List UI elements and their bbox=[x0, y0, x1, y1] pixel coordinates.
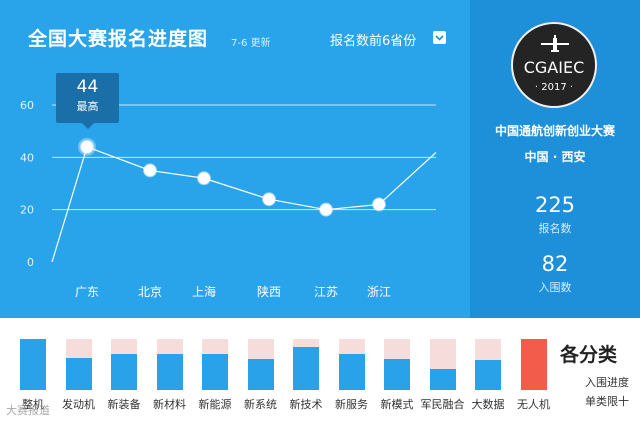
tooltip-value: 44 bbox=[76, 77, 99, 97]
category-progress-bar bbox=[65, 339, 92, 390]
category-label: 新服务 bbox=[335, 398, 368, 411]
category-label: 无人机 bbox=[517, 398, 550, 411]
category-progress-bar bbox=[429, 339, 456, 390]
category-progress-fill bbox=[156, 354, 183, 390]
category-progress-bar bbox=[202, 339, 228, 390]
category-label: 新装备 bbox=[107, 398, 141, 411]
category-progress-bar bbox=[247, 339, 274, 390]
logo-year: · 2017 · bbox=[534, 82, 574, 93]
shortlist-count: 82 bbox=[541, 252, 569, 276]
chevron-down-icon[interactable] bbox=[433, 31, 446, 44]
category-progress-fill bbox=[247, 359, 274, 390]
x-tick-label: 陕西 bbox=[257, 284, 281, 299]
tooltip-pointer bbox=[82, 123, 94, 129]
peak-tooltip: 44 最高 bbox=[56, 73, 119, 123]
series-line bbox=[51, 146, 437, 263]
logo-text: CGAIEC bbox=[523, 58, 585, 77]
category-progress-fill bbox=[475, 360, 501, 390]
update-note: 7-6 更新 bbox=[231, 38, 271, 49]
category-progress-bar bbox=[475, 339, 501, 390]
category-progress-fill bbox=[429, 368, 456, 390]
data-point bbox=[372, 197, 386, 212]
line-chart: 0 20 40 60 广东 北京 上海 陕西 江苏 浙江 bbox=[20, 99, 437, 299]
category-progress-fill bbox=[384, 359, 410, 390]
data-point bbox=[143, 163, 157, 178]
category-progress-bar bbox=[520, 339, 547, 390]
event-location: 中国 · 西安 bbox=[524, 150, 586, 164]
registration-label: 报名数 bbox=[538, 222, 572, 235]
category-label: 新技术 bbox=[289, 398, 323, 411]
province-dropdown[interactable]: 报名数前6省份 bbox=[330, 34, 417, 49]
category-title: 各分类 bbox=[560, 344, 618, 366]
category-progress-fill bbox=[293, 346, 319, 390]
data-point bbox=[262, 192, 276, 207]
x-tick-label: 江苏 bbox=[314, 285, 338, 299]
tooltip-label: 最高 bbox=[76, 100, 99, 113]
category-progress-bar bbox=[111, 339, 137, 390]
event-name: 中国通航创新创业大赛 bbox=[494, 124, 615, 138]
page-title: 全国大赛报名进度图 bbox=[28, 28, 209, 50]
x-tick-label: 广东 bbox=[75, 285, 99, 299]
category-subtitle-limit: 单类限十 bbox=[585, 395, 629, 408]
category-progress-fill bbox=[65, 358, 92, 390]
category-label: 军民融合 bbox=[420, 398, 465, 411]
data-point bbox=[319, 202, 333, 217]
registration-count: 225 bbox=[534, 193, 576, 217]
category-subtitle-progress: 入围进度 bbox=[585, 376, 629, 389]
x-tick-label: 上海 bbox=[192, 284, 216, 299]
category-progress-bar bbox=[20, 339, 46, 390]
data-point bbox=[80, 139, 94, 154]
category-label: 新材料 bbox=[153, 398, 186, 411]
category-label: 新系统 bbox=[244, 398, 277, 411]
category-label: 大数据 bbox=[471, 398, 505, 411]
x-tick-label: 北京 bbox=[138, 285, 162, 299]
chart-panel bbox=[0, 0, 470, 318]
category-progress-bar bbox=[338, 339, 365, 390]
category-progress-fill bbox=[202, 354, 228, 390]
airplane-icon bbox=[541, 35, 569, 52]
y-tick-label: 20 bbox=[20, 204, 34, 217]
category-progress-fill bbox=[111, 354, 137, 390]
shortlist-label: 入围数 bbox=[538, 281, 572, 294]
category-progress-bar bbox=[156, 339, 183, 390]
x-tick-label: 浙江 bbox=[367, 285, 391, 299]
category-progress-fill bbox=[520, 339, 547, 390]
category-progress-bar bbox=[384, 339, 410, 390]
category-label: 新模式 bbox=[380, 398, 414, 411]
y-tick-label: 40 bbox=[20, 151, 34, 164]
cgaiec-logo: CGAIEC · 2017 · bbox=[511, 22, 597, 108]
category-progress-bar bbox=[293, 339, 319, 390]
category-label: 新能源 bbox=[198, 398, 232, 411]
category-label: 整机 bbox=[22, 398, 44, 411]
watermark: 大赛报道 bbox=[6, 404, 50, 417]
y-tick-label: 0 bbox=[27, 256, 34, 269]
data-point bbox=[197, 171, 211, 186]
category-progress-fill bbox=[338, 354, 365, 390]
y-tick-label: 60 bbox=[20, 99, 34, 112]
category-label: 发动机 bbox=[62, 398, 95, 411]
category-progress-fill bbox=[20, 339, 46, 390]
